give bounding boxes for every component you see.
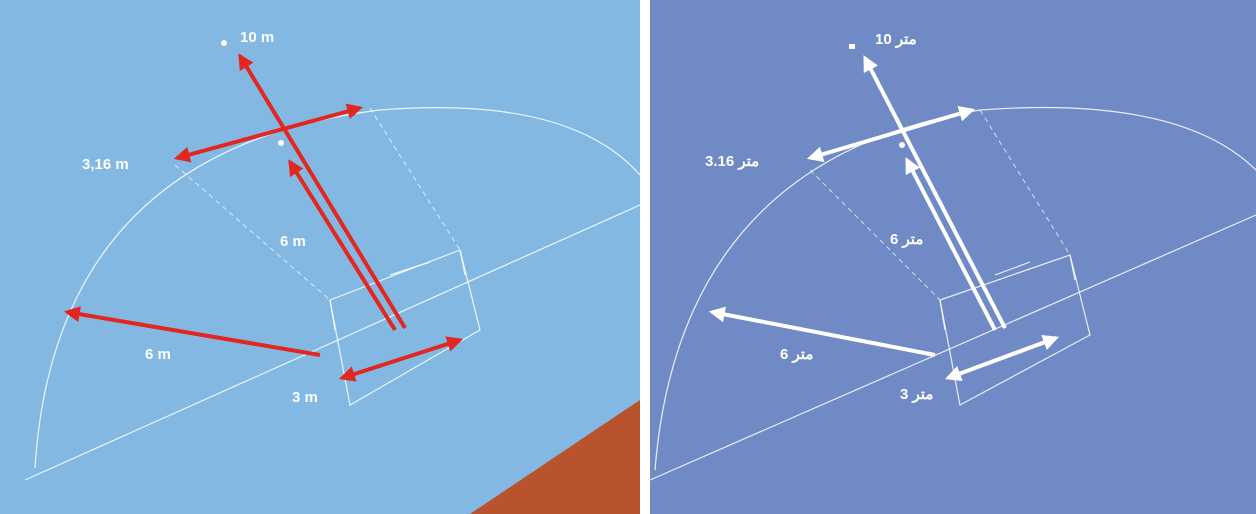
field: [0, 0, 640, 514]
label: 3,16 m: [82, 156, 129, 173]
dashed-lines: [809, 109, 1071, 301]
arrow-6m-side: [708, 306, 936, 357]
dot: [221, 40, 227, 46]
arrow-3-16m: [173, 103, 364, 163]
arrow-3-16m: [806, 105, 976, 163]
label: 6 m: [280, 233, 306, 250]
field: [650, 0, 1256, 514]
label: 6 متر: [890, 231, 923, 248]
arrow-6m-center: [905, 157, 997, 331]
goal-line: [24, 204, 641, 481]
label: 6 m: [145, 346, 171, 363]
dot: [849, 44, 855, 49]
panel-left: 10 m 3,16 m 6 m 6 m 3 m: [0, 0, 641, 514]
label: 6 متر: [780, 346, 813, 363]
panel-right: 10 متر 3.16 متر 6 متر 6 متر 3 متر: [649, 0, 1256, 514]
dot: [278, 140, 284, 146]
goal-posts: [939, 254, 1076, 331]
label: 10 m: [240, 29, 274, 46]
arrow-10m: [238, 53, 407, 330]
label: 10 متر: [875, 31, 917, 48]
dot: [899, 142, 905, 148]
goal-posts: [329, 249, 466, 331]
arrow-6m-center: [288, 159, 397, 332]
arrow-3m: [338, 336, 464, 382]
roof: [470, 400, 640, 514]
label: 3 متر: [900, 386, 933, 403]
arrow-10m: [863, 55, 1007, 329]
dashed-lines: [174, 107, 461, 301]
label: 3.16 متر: [705, 153, 759, 170]
arrow-3m: [944, 334, 1060, 382]
arrow-6m-side: [63, 306, 321, 357]
label: 3 m: [292, 389, 318, 406]
